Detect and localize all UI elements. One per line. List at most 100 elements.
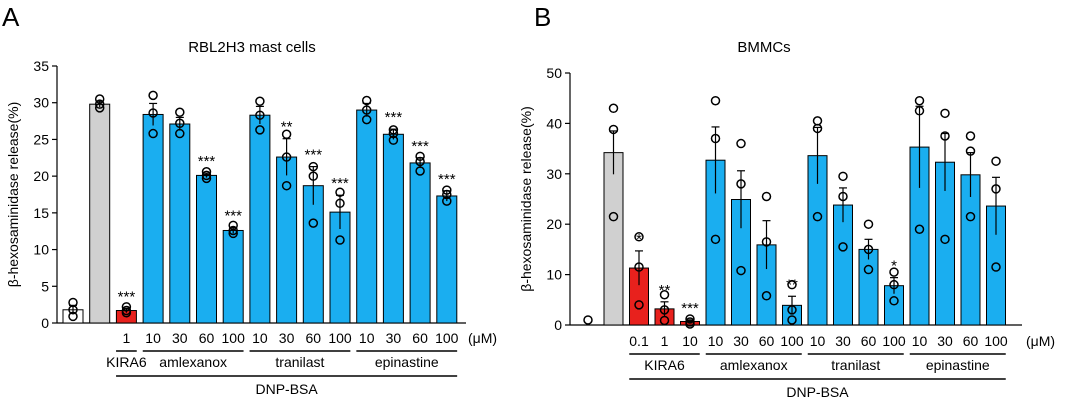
y-tick-label: 40 bbox=[546, 115, 562, 131]
data-point bbox=[787, 315, 797, 325]
panel-letter: A bbox=[2, 2, 20, 32]
data-point bbox=[634, 232, 644, 242]
data-point bbox=[335, 235, 345, 245]
data-point bbox=[736, 265, 746, 276]
bar bbox=[833, 204, 853, 326]
data-point bbox=[148, 108, 158, 118]
data-point bbox=[361, 95, 372, 106]
group-label: epinastine bbox=[375, 354, 439, 370]
data-point bbox=[838, 242, 848, 252]
data-point bbox=[914, 224, 925, 234]
data-point bbox=[991, 156, 1001, 166]
data-point bbox=[608, 103, 619, 114]
data-point bbox=[659, 305, 670, 315]
group-label: epinastine bbox=[926, 357, 990, 373]
data-point bbox=[583, 315, 593, 325]
data-point bbox=[361, 105, 372, 115]
x-tick-label: 10 bbox=[810, 333, 826, 349]
data-point bbox=[863, 244, 874, 255]
data-point bbox=[838, 171, 848, 182]
data-point bbox=[940, 131, 950, 141]
group-label: KIRA6 bbox=[644, 357, 685, 373]
data-point bbox=[685, 314, 695, 324]
data-point bbox=[812, 116, 823, 126]
panel-a: A RBL2H3 mast cells 0 5 10 15 20 25 30 35 β-hexosa… bbox=[2, 2, 497, 397]
x-tick-label: 10 bbox=[708, 333, 724, 349]
data-point bbox=[812, 211, 823, 222]
data-point bbox=[442, 185, 452, 195]
data-point bbox=[201, 170, 212, 181]
bar bbox=[960, 174, 981, 326]
treatment-label: DNP-BSA bbox=[255, 381, 318, 397]
data-point bbox=[94, 99, 105, 109]
data-point bbox=[787, 279, 797, 290]
unit-label: (μM) bbox=[468, 330, 497, 346]
data-point bbox=[761, 237, 772, 247]
unit-label: (μM) bbox=[1026, 333, 1055, 349]
x-tick-label: 30 bbox=[835, 333, 851, 349]
significance-label: *** bbox=[438, 171, 456, 188]
y-tick-label: 35 bbox=[33, 58, 49, 74]
bar bbox=[249, 114, 271, 324]
x-tick-label: 60 bbox=[412, 330, 428, 346]
significance-label: *** bbox=[681, 300, 699, 317]
y-tick-label: 0 bbox=[554, 317, 562, 333]
data-point bbox=[608, 211, 619, 222]
x-tick-label: 0.1 bbox=[629, 333, 649, 349]
group-label: amlexanox bbox=[720, 357, 788, 373]
data-point bbox=[914, 95, 925, 106]
x-tick-label: 60 bbox=[963, 333, 979, 349]
data-point bbox=[255, 96, 265, 106]
y-tick-label: 20 bbox=[33, 168, 49, 184]
x-tick-label: 10 bbox=[359, 330, 375, 346]
x-tick-label: 10 bbox=[912, 333, 928, 349]
data-point bbox=[761, 191, 772, 202]
data-point bbox=[442, 196, 452, 206]
data-point bbox=[863, 219, 874, 229]
x-tick-label: 10 bbox=[145, 330, 161, 346]
data-point bbox=[201, 166, 212, 177]
x-tick-label: 10 bbox=[682, 333, 698, 349]
y-tick-label: 10 bbox=[33, 242, 49, 258]
data-point bbox=[940, 108, 950, 119]
bar bbox=[409, 162, 431, 324]
data-point bbox=[308, 161, 319, 172]
y-tick-label: 50 bbox=[546, 65, 562, 81]
data-point bbox=[889, 279, 899, 290]
panel-b: B BMMCs 0 10 20 30 40 50 β-hexosaminidase releas… bbox=[518, 2, 1055, 400]
data-point bbox=[94, 103, 105, 113]
x-tick-label: 30 bbox=[386, 330, 402, 346]
y-axis-label: β-hexosaminidase release(%) bbox=[5, 102, 21, 287]
bar bbox=[89, 103, 111, 324]
data-point bbox=[228, 225, 238, 236]
data-point bbox=[710, 95, 721, 106]
significance-label: *** bbox=[118, 288, 136, 305]
data-point bbox=[659, 315, 670, 326]
data-point bbox=[148, 128, 158, 139]
data-point bbox=[634, 262, 644, 272]
chart-title: RBL2H3 mast cells bbox=[188, 39, 316, 56]
bar bbox=[382, 133, 404, 324]
data-point bbox=[965, 131, 976, 141]
group-label: KIRA6 bbox=[106, 354, 147, 370]
panel-letter: B bbox=[534, 2, 551, 32]
data-point bbox=[335, 198, 345, 209]
data-point bbox=[388, 135, 399, 145]
data-point bbox=[94, 94, 105, 104]
data-point bbox=[736, 138, 746, 149]
x-tick-label: 60 bbox=[861, 333, 877, 349]
data-point bbox=[914, 106, 925, 116]
data-point bbox=[281, 180, 292, 191]
x-tick-label: 60 bbox=[306, 330, 322, 346]
data-point bbox=[608, 124, 619, 135]
data-point bbox=[68, 297, 78, 308]
x-tick-label: 30 bbox=[279, 330, 295, 346]
bar bbox=[436, 195, 458, 324]
y-tick-label: 30 bbox=[33, 95, 49, 111]
data-point bbox=[634, 300, 644, 310]
bar bbox=[603, 152, 624, 326]
significance-label: ** bbox=[659, 282, 671, 299]
data-point bbox=[148, 90, 158, 101]
chart-title: BMMCs bbox=[737, 39, 790, 56]
data-point bbox=[68, 311, 78, 322]
